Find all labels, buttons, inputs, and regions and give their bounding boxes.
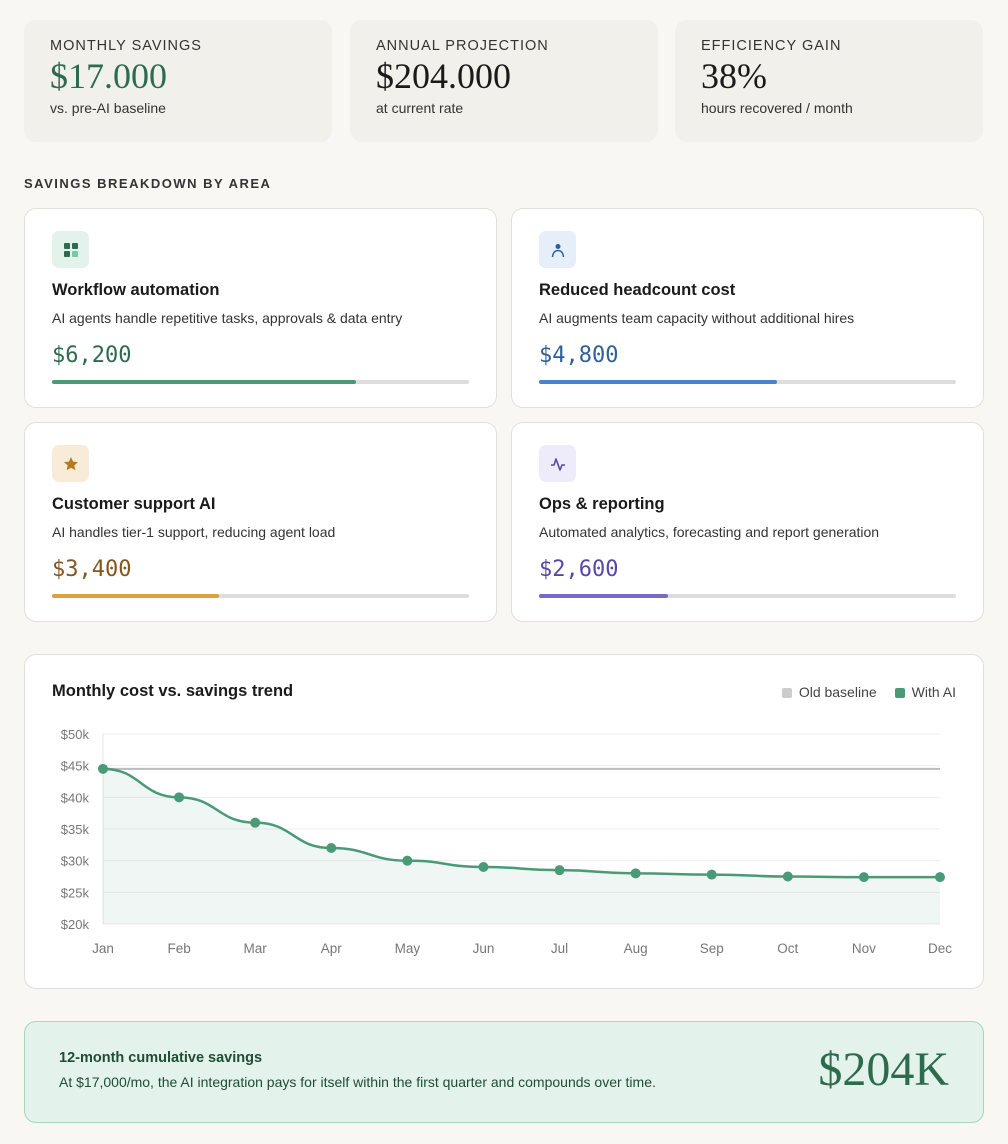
grid-icon	[52, 231, 89, 268]
cumulative-savings-banner: 12-month cumulative savings At $17,000/m…	[24, 1021, 984, 1123]
x-tick-label: Dec	[928, 941, 952, 956]
banner-text: At $17,000/mo, the AI integration pays f…	[59, 1074, 656, 1090]
kpi-sub: vs. pre-AI baseline	[50, 100, 166, 116]
x-tick-label: Jul	[551, 941, 568, 956]
area-progress-fill	[539, 380, 777, 384]
trend-chart-card: Monthly cost vs. savings trend Old basel…	[24, 654, 984, 989]
with-ai-point	[554, 865, 565, 876]
chart-title: Monthly cost vs. savings trend	[52, 682, 294, 700]
x-tick-label: Mar	[244, 941, 268, 956]
kpi-value: $204.000	[376, 56, 511, 96]
area-description: AI handles tier-1 support, reducing agen…	[52, 524, 336, 540]
kpi-label: Monthly savings	[50, 38, 202, 54]
x-tick-label: Aug	[624, 941, 648, 956]
kpi-value: $17.000	[50, 56, 167, 96]
y-tick-label: $20k	[61, 917, 90, 932]
area-amount: $2,600	[539, 557, 619, 582]
with-ai-point	[326, 843, 337, 853]
banner-value: $204K	[818, 1043, 949, 1096]
area-progress-fill	[52, 594, 219, 598]
area-description: AI agents handle repetitive tasks, appro…	[52, 310, 403, 326]
area-title: Ops & reporting	[539, 495, 665, 513]
x-tick-label: Jan	[92, 941, 114, 956]
with-ai-point	[478, 862, 489, 872]
section-title: SAVINGS BREAKDOWN BY AREA	[24, 176, 272, 191]
area-amount: $6,200	[52, 343, 132, 368]
with-ai-point	[250, 817, 261, 828]
with-ai-point	[706, 869, 717, 880]
kpi-sub: at current rate	[376, 100, 464, 116]
area-progress-bar	[52, 594, 469, 598]
area-card-workflow-automation: Workflow automation AI agents handle rep…	[24, 208, 497, 408]
line-chart: $20k $25k $30k $35k $40k $45k $50k Jan Feb Mar Apr…	[61, 727, 952, 956]
kpi-sub: hours recovered / month	[701, 100, 853, 116]
y-tick-label: $35k	[61, 822, 90, 837]
x-tick-label: Sep	[700, 941, 724, 956]
y-tick-label: $50k	[61, 727, 90, 742]
kpi-label: Efficiency gain	[701, 38, 842, 54]
x-tick-label: May	[395, 941, 421, 956]
kpi-value: 38%	[701, 56, 767, 96]
with-ai-point	[630, 868, 641, 879]
banner-title: 12-month cumulative savings	[59, 1050, 263, 1066]
area-progress-bar	[52, 380, 469, 384]
with-ai-area	[103, 768, 940, 924]
legend-old-baseline: Old baseline	[781, 684, 877, 700]
kpi-monthly-savings: Monthly savings $17.000 vs. pre-AI basel…	[24, 20, 332, 142]
kpi-efficiency-gain: Efficiency gain 38% hours recovered / mo…	[675, 20, 983, 142]
x-tick-label: Apr	[321, 941, 343, 956]
with-ai-point	[98, 763, 108, 774]
with-ai-point	[782, 871, 793, 882]
with-ai-point	[174, 792, 185, 803]
area-title: Reduced headcount cost	[539, 281, 736, 299]
area-card-ops-reporting: Ops & reporting Automated analytics, for…	[511, 422, 984, 622]
kpi-label: Annual projection	[376, 38, 549, 54]
with-ai-point	[935, 872, 945, 883]
with-ai-point	[858, 872, 869, 883]
x-tick-label: Jun	[473, 941, 495, 956]
y-tick-label: $45k	[61, 759, 90, 774]
area-description: Automated analytics, forecasting and rep…	[539, 524, 880, 540]
area-title: Workflow automation	[52, 281, 220, 299]
area-progress-fill	[52, 380, 357, 384]
y-tick-label: $25k	[61, 885, 90, 900]
activity-icon	[539, 445, 576, 482]
star-icon	[52, 445, 89, 482]
y-tick-label: $40k	[61, 790, 90, 805]
area-amount: $3,400	[52, 557, 132, 582]
area-card-reduced-headcount-cost: Reduced headcount cost AI augments team …	[511, 208, 984, 408]
x-tick-label: Oct	[777, 941, 798, 956]
chart-legend: Old baseline With AI	[781, 684, 956, 700]
area-progress-bar	[539, 594, 956, 598]
user-icon	[539, 231, 576, 268]
x-tick-label: Feb	[167, 941, 190, 956]
area-amount: $4,800	[539, 343, 619, 368]
kpi-annual-projection: Annual projection $204.000 at current ra…	[350, 20, 658, 142]
area-progress-bar	[539, 380, 956, 384]
y-tick-label: $30k	[61, 854, 90, 869]
area-title: Customer support AI	[52, 495, 216, 513]
area-progress-fill	[539, 594, 669, 598]
x-tick-label: Nov	[852, 941, 876, 956]
legend-with-ai: With AI	[894, 684, 956, 700]
area-description: AI augments team capacity without additi…	[539, 310, 855, 326]
with-ai-point	[402, 855, 413, 866]
area-card-customer-support-ai: Customer support AI AI handles tier-1 su…	[24, 422, 497, 622]
